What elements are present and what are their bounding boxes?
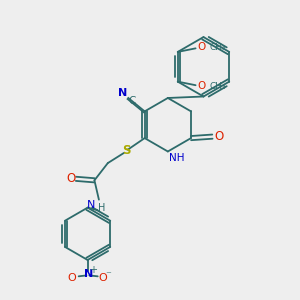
Text: CH₃: CH₃ xyxy=(210,43,226,52)
Text: C: C xyxy=(128,96,136,106)
Text: O: O xyxy=(98,273,107,283)
Text: N: N xyxy=(87,200,96,210)
Text: CH₃: CH₃ xyxy=(210,82,226,91)
Text: O: O xyxy=(197,42,205,52)
Text: O: O xyxy=(215,130,224,143)
Text: H: H xyxy=(98,203,105,213)
Text: N: N xyxy=(118,88,128,98)
Text: O: O xyxy=(68,273,76,283)
Text: ⁻: ⁻ xyxy=(106,270,111,280)
Text: S: S xyxy=(122,144,130,157)
Text: N: N xyxy=(84,268,93,279)
Text: NH: NH xyxy=(169,153,185,163)
Text: O: O xyxy=(66,172,75,185)
Text: O: O xyxy=(197,81,205,92)
Text: +: + xyxy=(89,265,97,275)
